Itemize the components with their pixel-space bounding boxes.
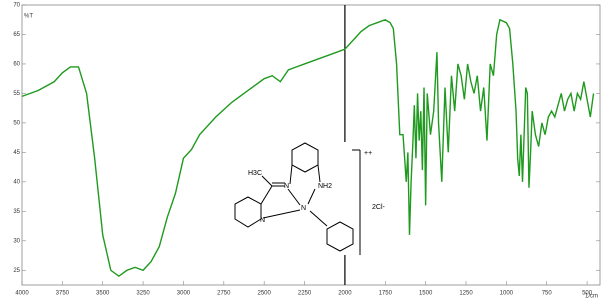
x-axis-label: 1/cm bbox=[585, 294, 598, 300]
bond bbox=[260, 185, 273, 205]
x-tick-label: 3500 bbox=[96, 291, 110, 297]
y-tick-label: 65 bbox=[13, 32, 20, 38]
y-tick-label: 45 bbox=[13, 150, 20, 156]
pyridine-ring-2 bbox=[326, 221, 354, 252]
x-tick-label: 1500 bbox=[419, 291, 433, 297]
label: N bbox=[284, 183, 289, 190]
counter-ion: 2Cl- bbox=[372, 204, 386, 211]
x-tick-label: 750 bbox=[542, 291, 553, 297]
charge: ++ bbox=[364, 150, 372, 157]
aniline-ring bbox=[291, 142, 319, 173]
x-tick-label: 500 bbox=[582, 291, 593, 297]
x-tick-label: 2250 bbox=[298, 291, 312, 297]
x-tick-label: 1000 bbox=[500, 291, 514, 297]
bond bbox=[307, 188, 316, 205]
x-tick-label: 3000 bbox=[177, 291, 191, 297]
label: N bbox=[260, 217, 265, 224]
x-tick-label: 3750 bbox=[56, 291, 70, 297]
y-tick-label: 40 bbox=[13, 179, 20, 185]
label: N bbox=[301, 205, 306, 212]
x-tick-label: 1250 bbox=[459, 291, 473, 297]
x-tick-label: 2000 bbox=[338, 291, 352, 297]
y-tick-label: 55 bbox=[13, 91, 20, 97]
y-tick-label: 35 bbox=[13, 209, 20, 215]
x-tick-label: 2750 bbox=[217, 291, 231, 297]
x-tick-label: 3250 bbox=[136, 291, 150, 297]
spectrum-line bbox=[21, 18, 595, 278]
bond bbox=[287, 188, 301, 206]
y-tick-label: 70 bbox=[13, 3, 20, 9]
y-tick-label: 50 bbox=[13, 120, 20, 126]
y-axis-label: %T bbox=[24, 14, 33, 20]
x-tick-label: 4000 bbox=[15, 291, 29, 297]
x-tick-label: 2500 bbox=[257, 291, 271, 297]
structure-box bbox=[222, 142, 347, 255]
bond bbox=[289, 164, 293, 185]
label: H3C bbox=[248, 170, 262, 177]
y-tick-label: 25 bbox=[13, 268, 20, 274]
y-tick-label: 60 bbox=[13, 62, 20, 68]
bond bbox=[317, 164, 321, 183]
structure: H3C N NH2 N N ++ 2Cl- bbox=[222, 142, 386, 255]
bond bbox=[261, 175, 273, 187]
x-tick-label: 1750 bbox=[379, 291, 393, 297]
plot-frame bbox=[21, 4, 601, 286]
bond bbox=[309, 210, 328, 227]
y-tick-label: 30 bbox=[13, 238, 20, 244]
label: NH2 bbox=[318, 183, 332, 190]
bond bbox=[262, 209, 301, 219]
